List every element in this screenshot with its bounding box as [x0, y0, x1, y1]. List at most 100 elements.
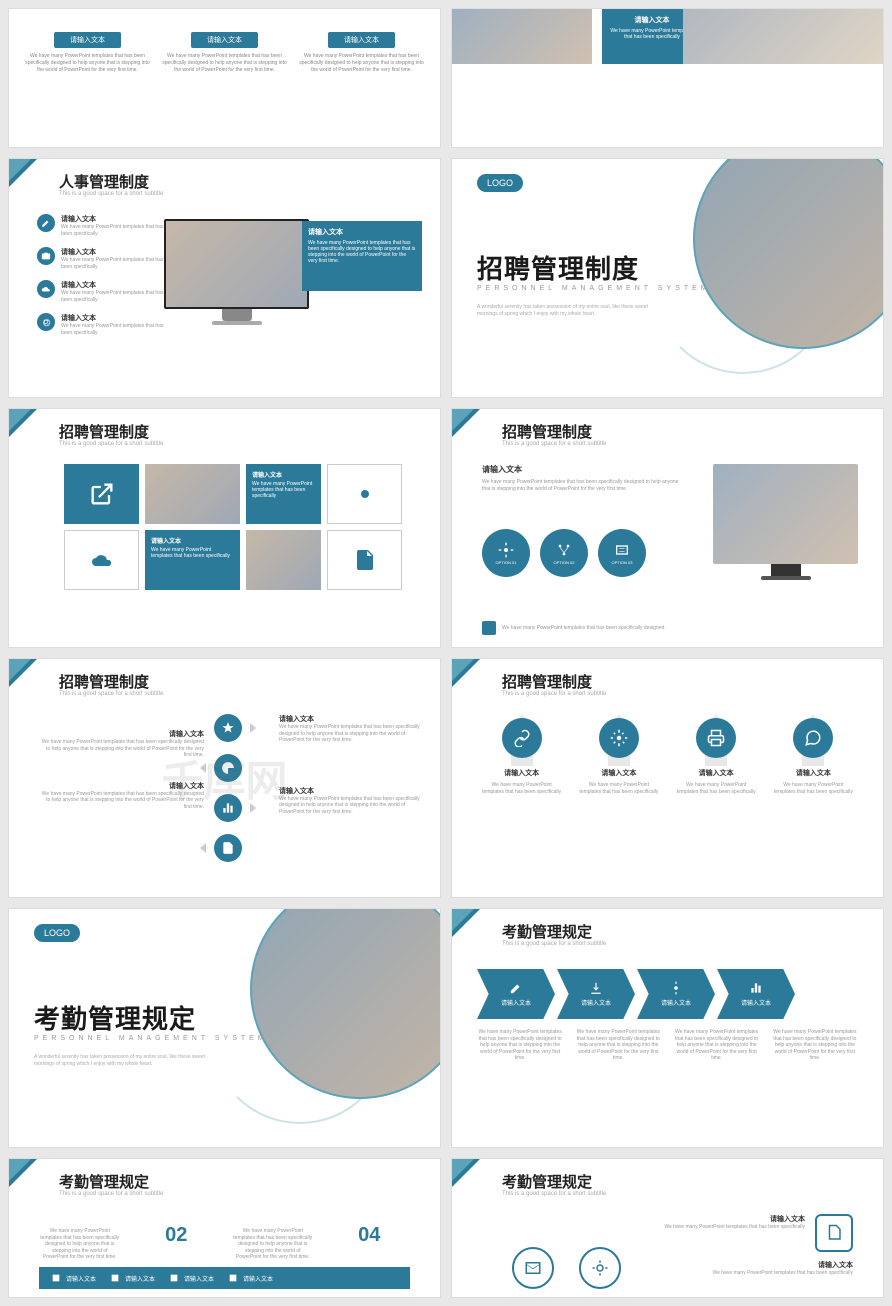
left-item: 请输入文本We have many PowerPoint templates t… [39, 729, 204, 759]
col-2: 请输入文本 We have many PowerPoint templates … [161, 29, 288, 137]
slide-subtitle: This is a good space for a short subtitl… [59, 1191, 163, 1197]
camera-icon [37, 247, 55, 265]
photo [145, 464, 240, 524]
link-icon [502, 718, 542, 758]
section-title: 招聘管理制度 [477, 249, 639, 286]
sun-icon [579, 1247, 621, 1289]
section-desc: A wonderful serenity has taken possessio… [34, 1054, 224, 1068]
list-item: 请输入文本We have many PowerPoint templates t… [37, 280, 167, 303]
item-desc: We have many PowerPoint templates that h… [61, 257, 167, 270]
text-box: 请输入文本We have many PowerPoint templates t… [145, 530, 240, 590]
logo-badge: LOGO [34, 924, 80, 942]
slide-title: 考勤管理规定 [502, 921, 592, 942]
arrow-step: 请输入文本 [717, 969, 795, 1019]
edit-icon [37, 214, 55, 232]
slide-subtitle: This is a good space for a short subtitl… [502, 691, 606, 697]
chart-icon [214, 794, 242, 822]
photo [246, 530, 321, 590]
section-title: 考勤管理规定 [34, 999, 196, 1036]
doc-icon-box [327, 530, 402, 590]
section-subtitle: PERSONNEL MANAGEMENT SYSTEM [477, 285, 711, 292]
item-title: 请输入文本 [61, 313, 167, 323]
foot-icon [214, 714, 242, 742]
footer-icon [482, 621, 496, 635]
arrow-col: 请输入文本We have many PowerPoint templates t… [482, 714, 561, 795]
mail-icon [512, 1247, 554, 1289]
text-desc: We have many PowerPoint templates that h… [482, 479, 682, 493]
overlay-title: 请输入文本 [308, 227, 416, 237]
slide-title: 人事管理制度 [59, 171, 149, 192]
slide-4-section: LOGO 招聘管理制度 PERSONNEL MANAGEMENT SYSTEM … [451, 158, 884, 398]
slide-10: 考勤管理规定 This is a good space for a short … [451, 908, 884, 1148]
arrow-col: 请输入文本We have many PowerPoint templates t… [774, 714, 853, 795]
desc: We have many PowerPoint templates that h… [24, 53, 151, 74]
slide-title: 招聘管理制度 [59, 671, 149, 692]
slide-9-section: LOGO 考勤管理规定 PERSONNEL MANAGEMENT SYSTEM … [8, 908, 441, 1148]
col-3: 请输入文本 We have many PowerPoint templates … [298, 29, 425, 137]
option-button-2: OPTION 02 [540, 529, 588, 577]
cloud-icon [37, 280, 55, 298]
cloud-icon-box [64, 530, 139, 590]
doc-icon [214, 834, 242, 862]
slide-title: 招聘管理制度 [502, 671, 592, 692]
item-desc: We have many PowerPoint templates that h… [61, 224, 167, 237]
slide-1: 请输入文本 We have many PowerPoint templates … [8, 8, 441, 148]
overlay-box: 请输入文本 We have many PowerPoint templates … [302, 221, 422, 291]
item-desc: We have many PowerPoint templates that h… [61, 290, 167, 303]
arrow-col: 请输入文本We have many PowerPoint templates t… [677, 714, 756, 795]
step-desc: We have many PowerPoint templates that h… [575, 1029, 661, 1062]
pie-icon [214, 754, 242, 782]
gear-icon [37, 313, 55, 331]
left-item: 请输入文本We have many PowerPoint templates t… [39, 781, 204, 811]
slide-subtitle: This is a good space for a short subtitl… [59, 191, 163, 197]
slide-11: 考勤管理规定 This is a good space for a short … [8, 1158, 441, 1298]
tag: 请输入文本 [328, 32, 395, 48]
overlay-desc: We have many PowerPoint templates that h… [308, 240, 416, 264]
option-button-1: OPTION 01 [482, 529, 530, 577]
section-subtitle: PERSONNEL MANAGEMENT SYSTEM [34, 1035, 268, 1042]
slide-3: 人事管理制度 This is a good space for a short … [8, 158, 441, 398]
step-desc: We have many PowerPoint templates that h… [477, 1029, 563, 1062]
col-1: 请输入文本 We have many PowerPoint templates … [24, 29, 151, 137]
bottom-bar: 请输入文本 请输入文本 请输入文本 请输入文本 [39, 1267, 410, 1289]
step-desc: We have many PowerPoint templates that h… [674, 1029, 760, 1062]
photo-left [452, 9, 592, 64]
icon-box-outline [327, 464, 402, 524]
slide-title: 招聘管理制度 [59, 421, 149, 442]
section-desc: A wonderful serenity has taken possessio… [477, 304, 667, 318]
item-title: 请输入文本 [61, 214, 167, 224]
arrow-step: 请输入文本 [477, 969, 555, 1019]
item-desc: We have many PowerPoint templates that h… [61, 323, 167, 336]
chat-icon [793, 718, 833, 758]
num-item: We have many PowerPoint templates that h… [39, 1224, 121, 1261]
text-title: 请输入文本 [482, 464, 682, 475]
slide-title: 考勤管理规定 [502, 1171, 592, 1192]
slide-grid: 请输入文本 We have many PowerPoint templates … [0, 0, 892, 1306]
text-box: 请输入文本We have many PowerPoint templates t… [246, 464, 321, 524]
monitor [713, 464, 858, 580]
slide-subtitle: This is a good space for a short subtitl… [502, 441, 606, 447]
slide-subtitle: This is a good space for a short subtitl… [502, 941, 606, 947]
slide-title: 考勤管理规定 [59, 1171, 149, 1192]
list-item: 请输入文本We have many PowerPoint templates t… [37, 247, 167, 270]
tag: 请输入文本 [54, 32, 121, 48]
printer-icon [696, 718, 736, 758]
tag: 请输入文本 [191, 32, 258, 48]
slide-12: 考勤管理规定 This is a good space for a short … [451, 1158, 884, 1298]
monitor-graphic: 请输入文本 We have many PowerPoint templates … [164, 219, 309, 325]
option-button-3: OPTION 03 [598, 529, 646, 577]
arrow-step: 请输入文本 [557, 969, 635, 1019]
photo-right [683, 9, 883, 64]
right-item: 请输入文本We have many PowerPoint templates t… [279, 714, 429, 744]
icon-box [64, 464, 139, 524]
num-item: We have many PowerPoint templates that h… [232, 1224, 314, 1261]
desc: We have many PowerPoint templates that h… [161, 53, 288, 74]
corner-decoration [9, 159, 37, 187]
doc-icon [815, 1214, 853, 1252]
arrow-step: 请输入文本 [637, 969, 715, 1019]
slide-6: 招聘管理制度 This is a good space for a short … [451, 408, 884, 648]
slide-7: 招聘管理制度 This is a good space for a short … [8, 658, 441, 898]
list-item: 请输入文本We have many PowerPoint templates t… [37, 214, 167, 237]
slide-2: 请输入文本 We have many PowerPoint templates … [451, 8, 884, 148]
desc: We have many PowerPoint templates that h… [298, 53, 425, 74]
